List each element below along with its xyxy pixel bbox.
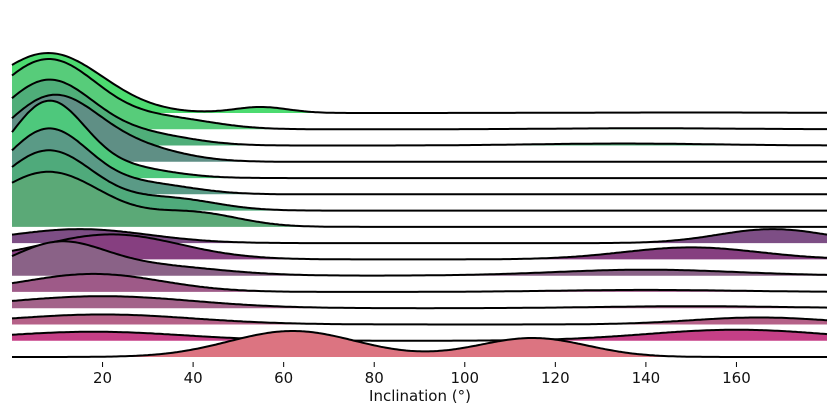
x-tick-label-40: 40 <box>184 369 203 387</box>
ridge-line-13 <box>11 295 828 310</box>
x-tick-label-140: 140 <box>632 369 661 387</box>
ridge-fill-11 <box>12 241 827 276</box>
ridge-2 <box>11 58 827 131</box>
ridge-line-15 <box>11 328 828 342</box>
ridge-13 <box>11 295 828 310</box>
ridge-line-7 <box>11 149 827 212</box>
x-tick-label-60: 60 <box>274 369 293 387</box>
ridge-11 <box>11 240 828 277</box>
ridge-15 <box>11 328 828 342</box>
x-axis: 20 40 60 80 100 120 140 160 <box>93 362 751 387</box>
x-axis-label: Inclination (°) <box>369 387 471 405</box>
ridge-fill-10 <box>12 234 827 260</box>
ridge-fill-16 <box>12 331 827 357</box>
ridge-fill-8 <box>12 171 827 227</box>
ridge-fill-2 <box>12 59 827 130</box>
x-tick-label-160: 160 <box>722 369 751 387</box>
x-tick-label-100: 100 <box>450 369 479 387</box>
x-tick-label-20: 20 <box>93 369 112 387</box>
ridge-12 <box>11 272 828 293</box>
ridge-line-4 <box>11 93 827 163</box>
ridge-line-9 <box>11 228 828 245</box>
ridge-line-3 <box>11 78 827 147</box>
ridge-layer <box>11 51 828 358</box>
ridge-14 <box>11 313 828 326</box>
ridge-line-6 <box>11 127 827 196</box>
x-tick-label-120: 120 <box>541 369 570 387</box>
ridge-16 <box>12 330 827 358</box>
ridge-line-11 <box>11 240 828 277</box>
ridge-10 <box>11 233 828 261</box>
ridge-line-2 <box>11 58 827 131</box>
ridge-fill-1 <box>12 53 827 113</box>
ridge-line-10 <box>11 233 828 261</box>
ridge-line-1 <box>11 51 827 114</box>
ridge-line-16 <box>12 330 827 358</box>
ridge-1 <box>11 51 827 114</box>
ridge-line-5 <box>11 99 827 180</box>
ridge-line-12 <box>11 272 828 293</box>
ridge-fill-13 <box>12 296 827 309</box>
ridge-fill-14 <box>12 314 827 325</box>
ridge-line-8 <box>11 170 827 228</box>
ridge-8 <box>11 170 827 228</box>
x-tick-label-80: 80 <box>365 369 384 387</box>
ridge-line-14 <box>11 313 828 326</box>
ridge-fill-12 <box>12 273 827 292</box>
